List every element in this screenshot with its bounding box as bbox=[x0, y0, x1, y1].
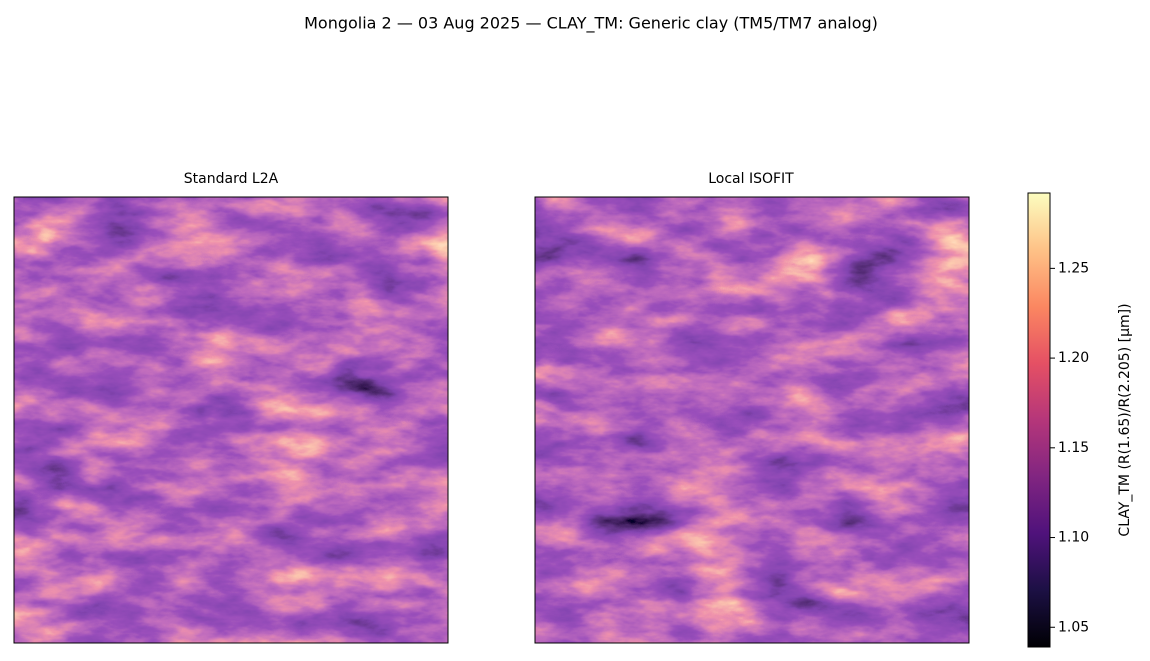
tick-label: 1.10 bbox=[1058, 530, 1089, 546]
colorbar bbox=[1028, 193, 1050, 647]
tick-label: 1.20 bbox=[1058, 350, 1089, 366]
tick-label: 1.25 bbox=[1058, 260, 1089, 276]
panel-title: Local ISOFIT bbox=[708, 171, 794, 187]
tick-label: 1.05 bbox=[1058, 619, 1089, 635]
panel-title: Standard L2A bbox=[184, 171, 279, 187]
tick-label: 1.15 bbox=[1058, 440, 1089, 456]
colorbar-label: CLAY_TM (R(1.65)/R(2.205) [µm]) bbox=[1117, 303, 1133, 536]
panel-frame bbox=[534, 196, 970, 644]
image-panel bbox=[535, 197, 969, 643]
panel-frame bbox=[13, 196, 449, 644]
figure-title: Mongolia 2 — 03 Aug 2025 — CLAY_TM: Gene… bbox=[304, 14, 878, 34]
colorbar-frame bbox=[1027, 192, 1051, 648]
image-panel bbox=[14, 197, 448, 643]
